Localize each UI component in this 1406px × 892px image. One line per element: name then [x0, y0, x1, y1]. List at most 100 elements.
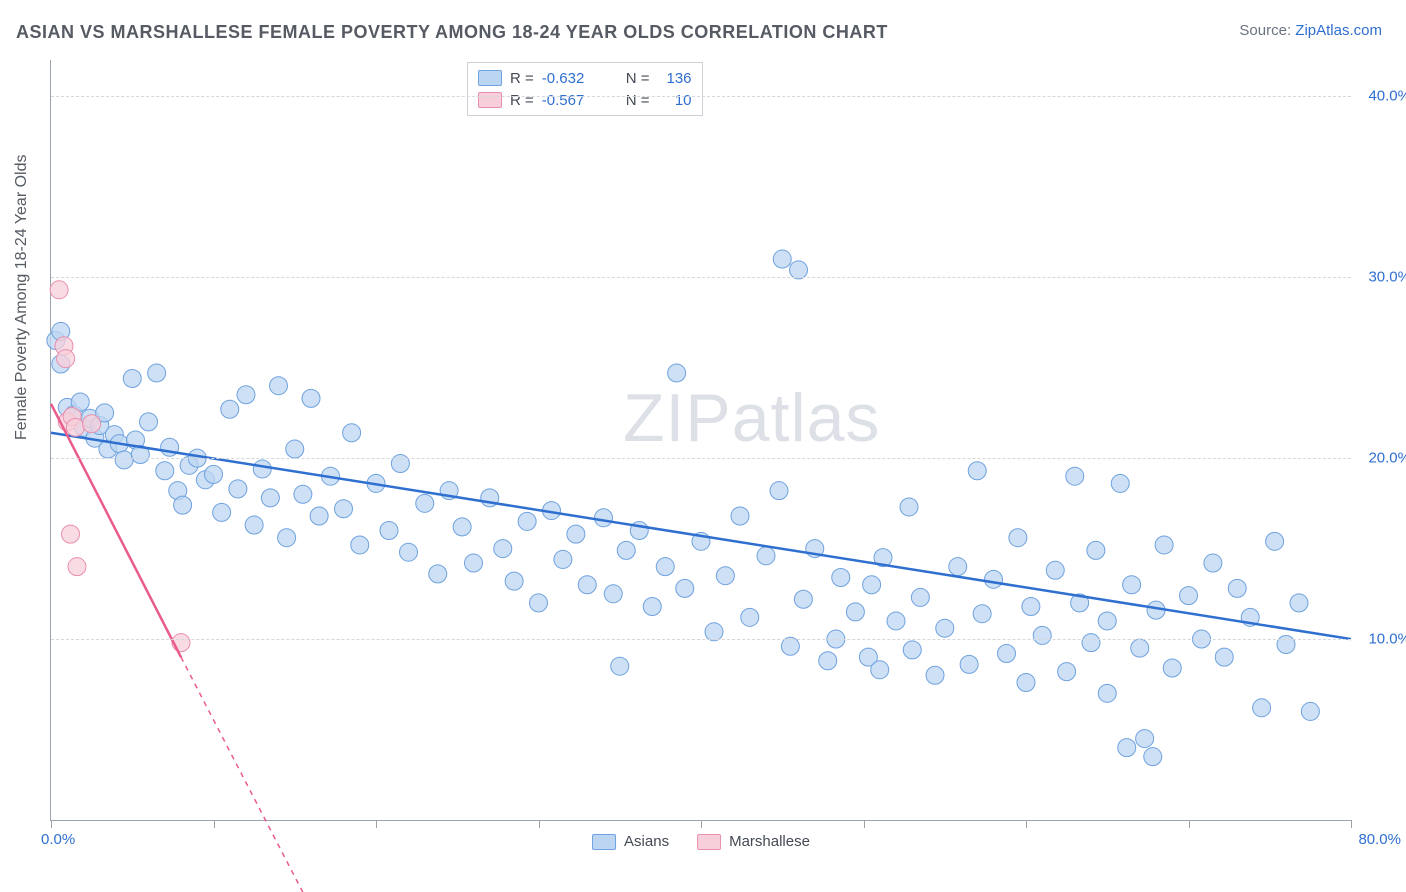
data-point[interactable] — [846, 603, 864, 621]
data-point[interactable] — [1118, 739, 1136, 757]
data-point[interactable] — [140, 413, 158, 431]
data-point[interactable] — [1253, 699, 1271, 717]
data-point[interactable] — [554, 550, 572, 568]
series-legend-item[interactable]: Asians — [592, 833, 669, 850]
data-point[interactable] — [1022, 597, 1040, 615]
data-point[interactable] — [270, 377, 288, 395]
data-point[interactable] — [617, 541, 635, 559]
data-point[interactable] — [1017, 673, 1035, 691]
data-point[interactable] — [668, 364, 686, 382]
data-point[interactable] — [1123, 576, 1141, 594]
data-point[interactable] — [530, 594, 548, 612]
data-point[interactable] — [903, 641, 921, 659]
data-point[interactable] — [1215, 648, 1233, 666]
data-point[interactable] — [1046, 561, 1064, 579]
data-point[interactable] — [871, 661, 889, 679]
data-point[interactable] — [429, 565, 447, 583]
data-point[interactable] — [985, 570, 1003, 588]
data-point[interactable] — [1033, 626, 1051, 644]
data-point[interactable] — [343, 424, 361, 442]
data-point[interactable] — [911, 588, 929, 606]
data-point[interactable] — [174, 496, 192, 514]
data-point[interactable] — [1131, 639, 1149, 657]
data-point[interactable] — [351, 536, 369, 554]
data-point[interactable] — [887, 612, 905, 630]
data-point[interactable] — [1098, 684, 1116, 702]
data-point[interactable] — [794, 590, 812, 608]
data-point[interactable] — [245, 516, 263, 534]
data-point[interactable] — [716, 567, 734, 585]
data-point[interactable] — [960, 655, 978, 673]
data-point[interactable] — [604, 585, 622, 603]
data-point[interactable] — [1144, 748, 1162, 766]
data-point[interactable] — [302, 389, 320, 407]
data-point[interactable] — [253, 460, 271, 478]
data-point[interactable] — [310, 507, 328, 525]
data-point[interactable] — [83, 415, 101, 433]
data-point[interactable] — [50, 281, 68, 299]
data-point[interactable] — [156, 462, 174, 480]
data-point[interactable] — [595, 509, 613, 527]
data-point[interactable] — [261, 489, 279, 507]
data-point[interactable] — [1082, 634, 1100, 652]
data-point[interactable] — [494, 540, 512, 558]
data-point[interactable] — [68, 558, 86, 576]
data-point[interactable] — [731, 507, 749, 525]
data-point[interactable] — [1180, 587, 1198, 605]
data-point[interactable] — [1155, 536, 1173, 554]
data-point[interactable] — [205, 465, 223, 483]
data-point[interactable] — [998, 645, 1016, 663]
data-point[interactable] — [819, 652, 837, 670]
data-point[interactable] — [757, 547, 775, 565]
data-point[interactable] — [294, 485, 312, 503]
data-point[interactable] — [1204, 554, 1222, 572]
data-point[interactable] — [973, 605, 991, 623]
data-point[interactable] — [1098, 612, 1116, 630]
data-point[interactable] — [453, 518, 471, 536]
data-point[interactable] — [400, 543, 418, 561]
data-point[interactable] — [1136, 730, 1154, 748]
data-point[interactable] — [518, 512, 536, 530]
data-point[interactable] — [741, 608, 759, 626]
data-point[interactable] — [611, 657, 629, 675]
data-point[interactable] — [115, 451, 133, 469]
data-point[interactable] — [832, 569, 850, 587]
data-point[interactable] — [900, 498, 918, 516]
data-point[interactable] — [1301, 702, 1319, 720]
data-point[interactable] — [221, 400, 239, 418]
data-point[interactable] — [213, 503, 231, 521]
data-point[interactable] — [57, 350, 75, 368]
data-point[interactable] — [1266, 532, 1284, 550]
data-point[interactable] — [62, 525, 80, 543]
data-point[interactable] — [567, 525, 585, 543]
data-point[interactable] — [1066, 467, 1084, 485]
data-point[interactable] — [286, 440, 304, 458]
data-point[interactable] — [643, 597, 661, 615]
data-point[interactable] — [578, 576, 596, 594]
data-point[interactable] — [237, 386, 255, 404]
data-point[interactable] — [656, 558, 674, 576]
data-point[interactable] — [123, 369, 141, 387]
source-link[interactable]: ZipAtlas.com — [1295, 22, 1382, 39]
data-point[interactable] — [1111, 474, 1129, 492]
data-point[interactable] — [863, 576, 881, 594]
data-point[interactable] — [1058, 663, 1076, 681]
data-point[interactable] — [770, 482, 788, 500]
data-point[interactable] — [380, 521, 398, 539]
data-point[interactable] — [1290, 594, 1308, 612]
data-point[interactable] — [949, 558, 967, 576]
data-point[interactable] — [926, 666, 944, 684]
data-point[interactable] — [505, 572, 523, 590]
data-point[interactable] — [676, 579, 694, 597]
data-point[interactable] — [335, 500, 353, 518]
data-point[interactable] — [1087, 541, 1105, 559]
data-point[interactable] — [148, 364, 166, 382]
data-point[interactable] — [465, 554, 483, 572]
data-point[interactable] — [66, 418, 84, 436]
data-point[interactable] — [968, 462, 986, 480]
data-point[interactable] — [936, 619, 954, 637]
data-point[interactable] — [1228, 579, 1246, 597]
data-point[interactable] — [1163, 659, 1181, 677]
data-point[interactable] — [229, 480, 247, 498]
data-point[interactable] — [278, 529, 296, 547]
